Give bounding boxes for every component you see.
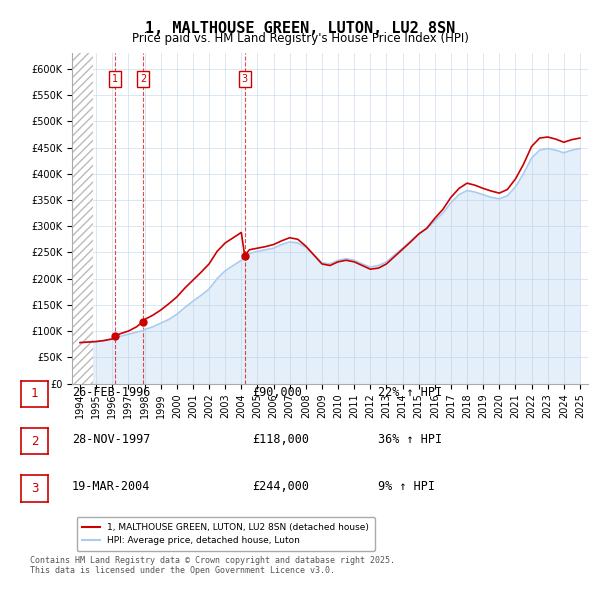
Polygon shape — [72, 53, 93, 384]
Text: 3: 3 — [242, 74, 248, 84]
Text: 2: 2 — [140, 74, 146, 84]
Text: Contains HM Land Registry data © Crown copyright and database right 2025.
This d: Contains HM Land Registry data © Crown c… — [30, 556, 395, 575]
Text: 28-NOV-1997: 28-NOV-1997 — [72, 433, 151, 446]
Text: 2: 2 — [31, 434, 38, 448]
Text: 1: 1 — [112, 74, 118, 84]
Text: £118,000: £118,000 — [252, 433, 309, 446]
Text: 9% ↑ HPI: 9% ↑ HPI — [378, 480, 435, 493]
Text: £90,000: £90,000 — [252, 386, 302, 399]
Text: 1: 1 — [31, 387, 38, 401]
Text: £244,000: £244,000 — [252, 480, 309, 493]
Text: 19-MAR-2004: 19-MAR-2004 — [72, 480, 151, 493]
Legend: 1, MALTHOUSE GREEN, LUTON, LU2 8SN (detached house), HPI: Average price, detache: 1, MALTHOUSE GREEN, LUTON, LU2 8SN (deta… — [77, 517, 374, 551]
Text: Price paid vs. HM Land Registry's House Price Index (HPI): Price paid vs. HM Land Registry's House … — [131, 32, 469, 45]
Text: 36% ↑ HPI: 36% ↑ HPI — [378, 433, 442, 446]
Text: 22% ↑ HPI: 22% ↑ HPI — [378, 386, 442, 399]
Text: 1, MALTHOUSE GREEN, LUTON, LU2 8SN: 1, MALTHOUSE GREEN, LUTON, LU2 8SN — [145, 21, 455, 35]
Text: 3: 3 — [31, 481, 38, 495]
Text: 26-FEB-1996: 26-FEB-1996 — [72, 386, 151, 399]
